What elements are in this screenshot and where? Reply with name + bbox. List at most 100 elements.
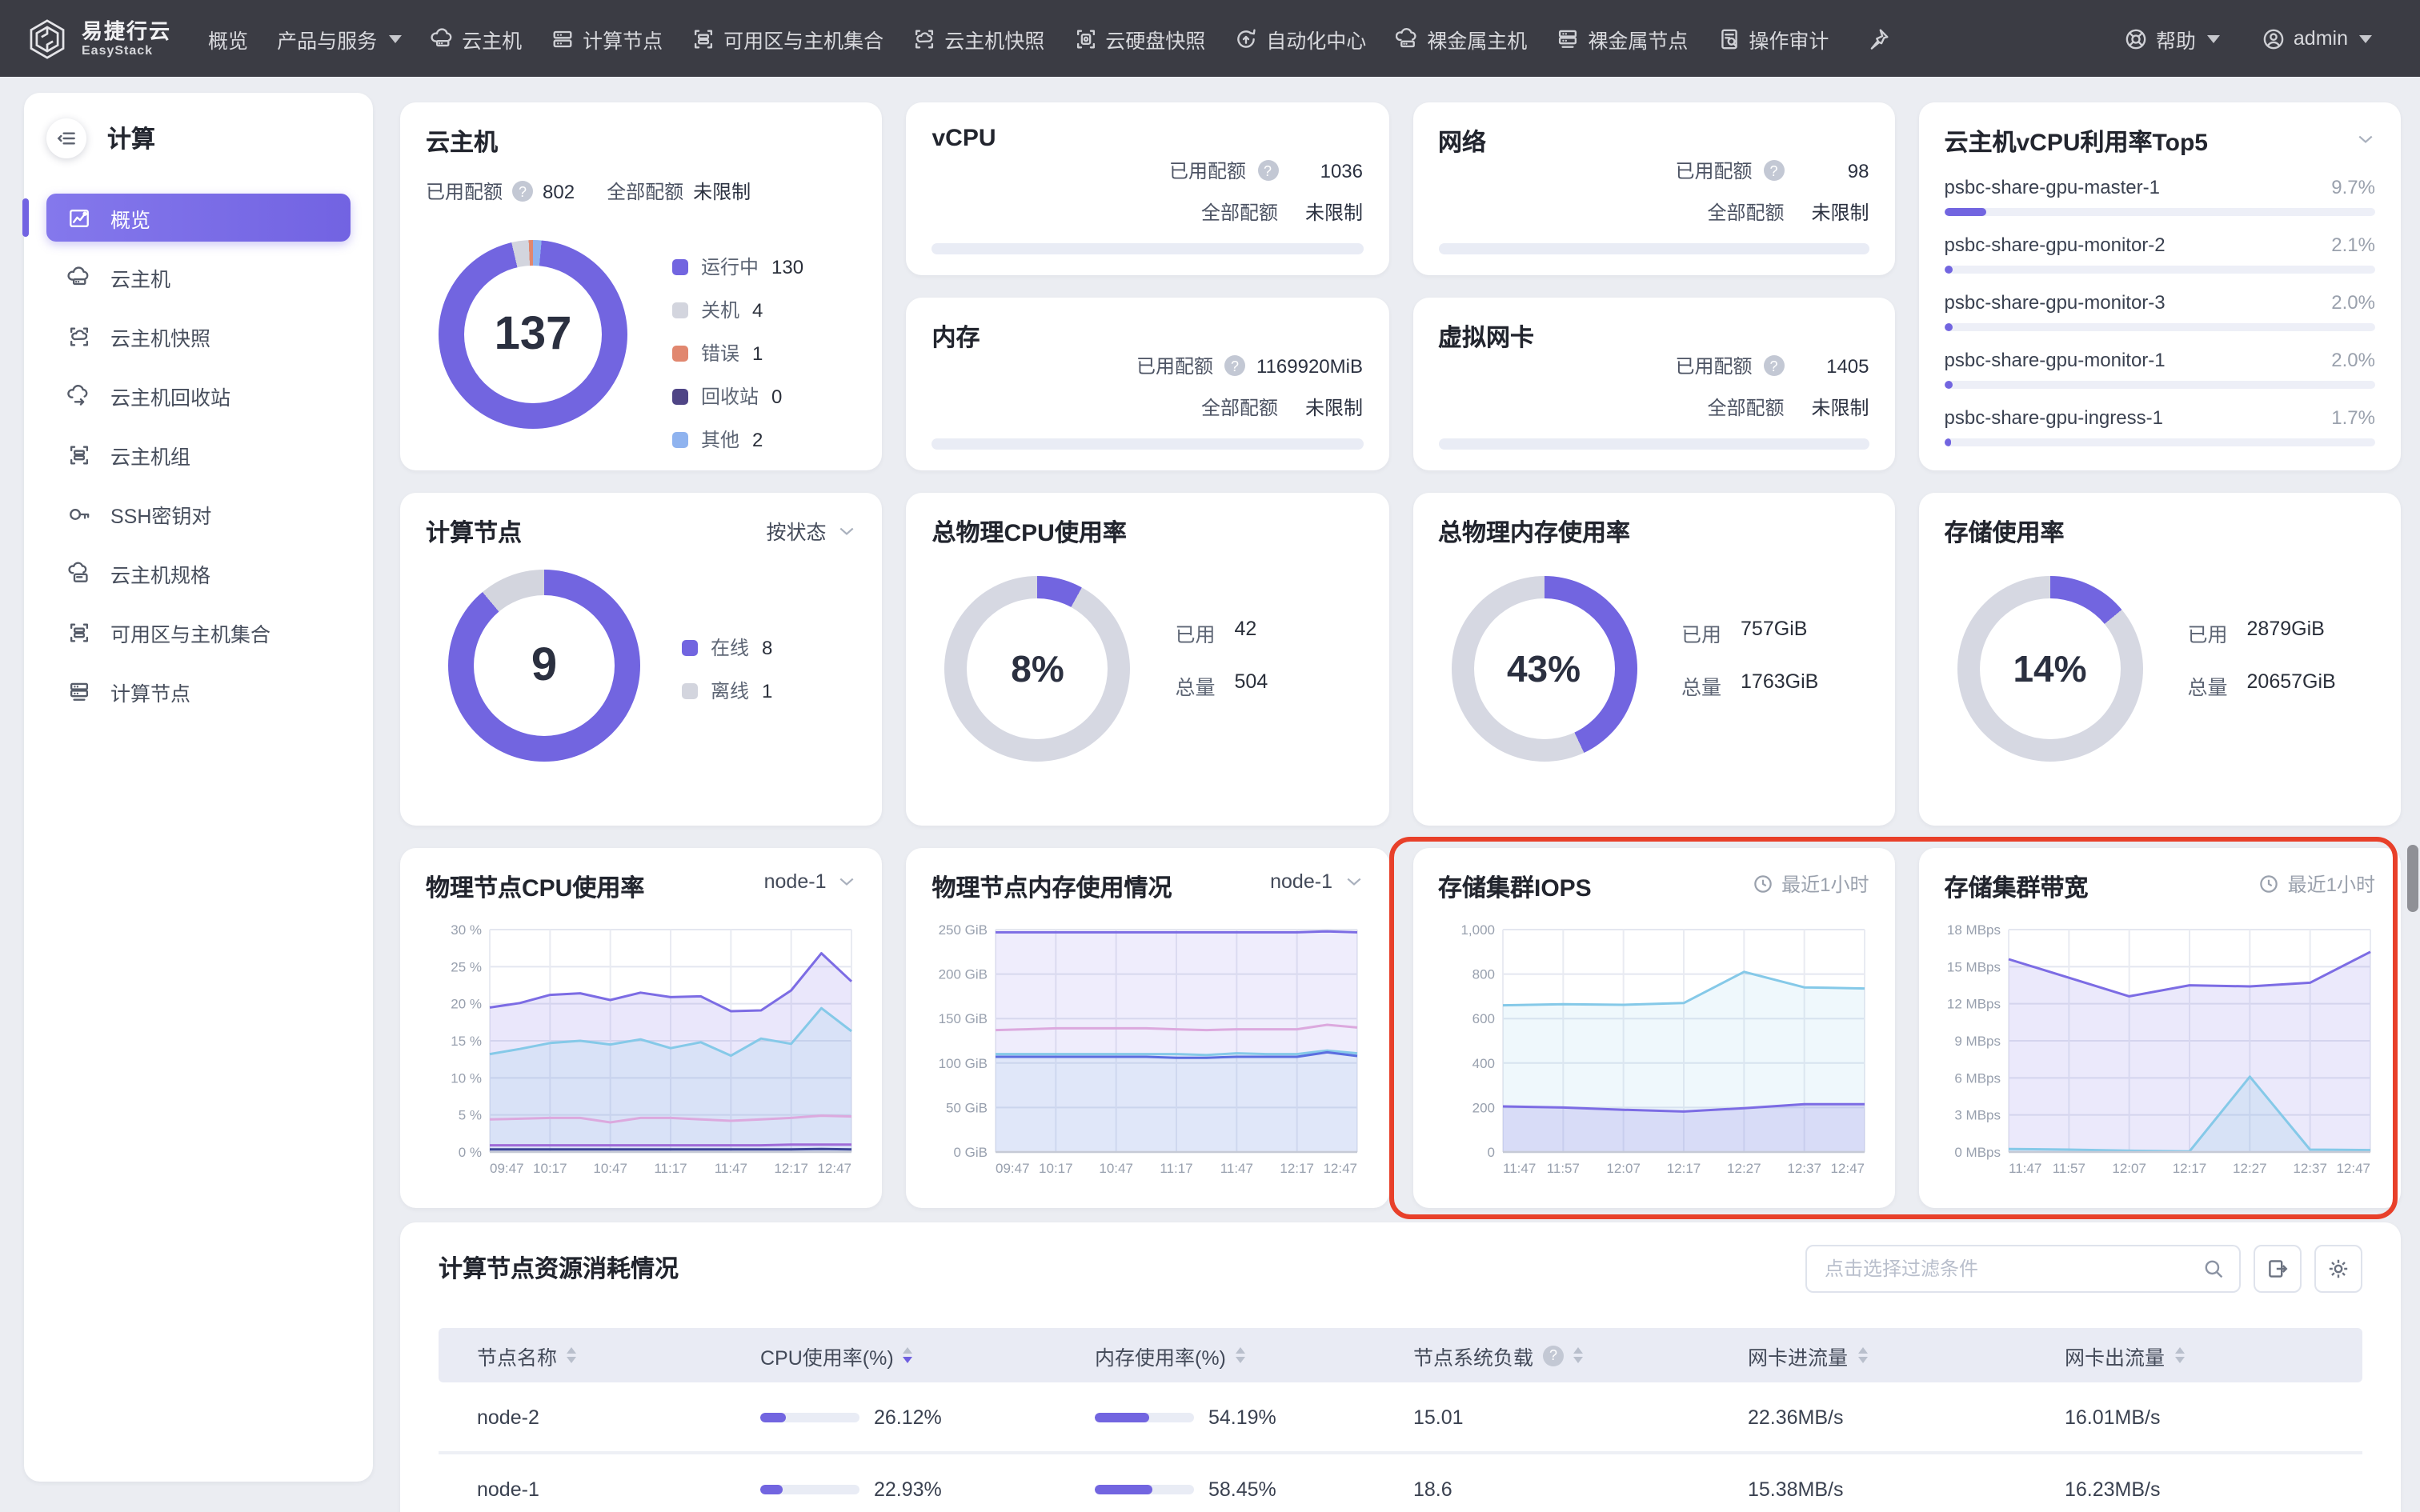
- sidebar-collapse-button[interactable]: [46, 118, 86, 158]
- ssh-key-icon: [67, 502, 91, 526]
- svg-text:11:17: 11:17: [654, 1161, 687, 1176]
- storage-usage-gauge-card: 存储使用率 14% 已用 2879GiB 总量 20657GiB: [1918, 493, 2401, 826]
- question-icon[interactable]: ?: [1763, 160, 1785, 181]
- table-header-1[interactable]: CPU使用率(%): [760, 1340, 1095, 1370]
- svg-text:10:17: 10:17: [1040, 1161, 1074, 1176]
- recycle-icon: [67, 383, 91, 407]
- vm-card-title: 云主机: [426, 130, 499, 157]
- nav-item-10[interactable]: 操作审计: [1702, 0, 1843, 77]
- nav-item-3[interactable]: 计算节点: [536, 0, 677, 77]
- sort-icon[interactable]: [1573, 1347, 1584, 1363]
- storage-bandwidth-chart-card: 存储集群带宽 最近1小时 0 MBps 3 MBps 6 MBps 9 MBps 12 …: [1918, 848, 2401, 1208]
- nav-item-7[interactable]: 自动化中心: [1220, 0, 1380, 77]
- filter-search-input[interactable]: [1821, 1256, 2202, 1282]
- nodes-filter-select[interactable]: 按状态: [766, 515, 856, 546]
- legend-swatch: [672, 345, 688, 361]
- svg-text:600: 600: [1472, 1011, 1494, 1026]
- svg-text:11:47: 11:47: [1220, 1161, 1253, 1176]
- nav-item-1[interactable]: 产品与服务: [262, 0, 415, 77]
- storage-iops-time-range[interactable]: 最近1小时: [1753, 870, 1869, 898]
- svg-text:12:17: 12:17: [774, 1161, 808, 1176]
- quota-row: 云主机 已用配额 ? 802 全部配额 未限制 137 运行中 130 关机 4 错…: [400, 102, 2401, 470]
- table-row: node-1 22.93% 58.45% 18.6 15.38MB/s 16.2…: [439, 1454, 2362, 1512]
- svg-text:12:17: 12:17: [1280, 1161, 1315, 1176]
- node-cpu-node-select[interactable]: node-1: [764, 870, 857, 893]
- nav-help-menu[interactable]: 帮助: [2118, 23, 2226, 54]
- memory-usage-cell: 58.45%: [1095, 1478, 1413, 1500]
- brand-logo[interactable]: 易捷行云 EasyStack: [0, 17, 194, 60]
- table-header-5[interactable]: 网卡出流量: [2065, 1340, 2362, 1370]
- sidebar-item-3[interactable]: 云主机回收站: [46, 371, 351, 419]
- nav-item-8[interactable]: 裸金属主机: [1380, 0, 1541, 77]
- sidebar-item-2[interactable]: 云主机快照: [46, 312, 351, 360]
- nav-item-5[interactable]: 云主机快照: [898, 0, 1059, 77]
- cloud-server-icon: [430, 26, 454, 50]
- sort-icon[interactable]: [2174, 1347, 2185, 1363]
- legend-item: 其他 2: [672, 426, 803, 453]
- top5-usage-bar: [1944, 323, 2375, 331]
- vertical-scrollbar[interactable]: [2407, 845, 2418, 912]
- table-header-3[interactable]: 节点系统负载 ?: [1413, 1340, 1748, 1370]
- nav-item-4[interactable]: 可用区与主机集合: [677, 0, 898, 77]
- sidebar-item-0[interactable]: 概览: [22, 194, 351, 242]
- top5-title: 云主机vCPU利用率Top5: [1944, 130, 2208, 157]
- sidebar-item-5[interactable]: SSH密钥对: [46, 490, 351, 538]
- quota-stack-2: 网络 已用配额? 98 全部配额 未限制 虚拟网卡 已用配额? 1405 全部配额 未限…: [1412, 102, 1895, 470]
- sidebar-item-1[interactable]: 云主机: [46, 253, 351, 301]
- nav-item-0[interactable]: 概览: [208, 30, 249, 52]
- pin-icon[interactable]: [1849, 26, 1905, 50]
- question-icon[interactable]: ?: [1543, 1345, 1565, 1366]
- sidebar-item-6[interactable]: 云主机规格: [46, 549, 351, 597]
- table-settings-button[interactable]: [2314, 1245, 2362, 1293]
- export-button[interactable]: [2254, 1245, 2302, 1293]
- table-header-4[interactable]: 网卡进流量: [1748, 1340, 2065, 1370]
- filter-search-box[interactable]: [1805, 1245, 2241, 1293]
- vnic-quota-bar: [1438, 438, 1869, 450]
- physical-cpu-gauge-donut: 8%: [944, 576, 1131, 762]
- brand-title: 易捷行云: [82, 18, 172, 42]
- legend-swatch: [682, 682, 698, 698]
- network-card-title: 网络: [1438, 130, 1487, 157]
- nav-item-2[interactable]: 云主机: [415, 0, 536, 77]
- snapshot-icon: [912, 26, 936, 50]
- chevron-down-icon[interactable]: [2356, 130, 2375, 149]
- vcpu-card: vCPU 已用配额? 1036 全部配额 未限制: [906, 102, 1388, 275]
- nav-item-6[interactable]: 云硬盘快照: [1059, 0, 1220, 77]
- node-memory-node-select[interactable]: node-1: [1270, 870, 1363, 893]
- sort-icon[interactable]: [567, 1347, 577, 1363]
- question-icon[interactable]: ?: [1224, 355, 1245, 376]
- sidebar-item-8[interactable]: 计算节点: [46, 667, 351, 715]
- svg-text:25 %: 25 %: [451, 959, 482, 974]
- question-icon[interactable]: ?: [512, 181, 534, 202]
- net-out-cell: 16.01MB/s: [2065, 1406, 2161, 1428]
- svg-text:3 MBps: 3 MBps: [1954, 1108, 2001, 1123]
- sidebar-item-7[interactable]: 可用区与主机集合: [46, 608, 351, 656]
- question-icon[interactable]: ?: [1257, 160, 1278, 181]
- search-icon[interactable]: [2202, 1258, 2225, 1280]
- sort-icon[interactable]: [1235, 1347, 1245, 1363]
- table-header: 节点名称 CPU使用率(%) 内存使用率(%) 节点系统负载 ? 网卡进流量 网…: [439, 1328, 2362, 1382]
- svg-text:1,000: 1,000: [1460, 922, 1494, 938]
- chevron-down-icon: [838, 872, 857, 891]
- svg-text:15 %: 15 %: [451, 1034, 482, 1049]
- table-header-2[interactable]: 内存使用率(%): [1095, 1340, 1413, 1370]
- nav-account-menu[interactable]: admin: [2255, 26, 2378, 50]
- sidebar-item-4[interactable]: 云主机组: [46, 430, 351, 478]
- sort-icon[interactable]: [903, 1347, 913, 1363]
- caret-down-icon: [2206, 34, 2220, 42]
- table-header-0[interactable]: 节点名称: [439, 1340, 760, 1370]
- vm-status-donut: 137: [439, 240, 627, 429]
- node-cpu-chart-title: 物理节点CPU使用率: [426, 875, 645, 902]
- nav-item-9[interactable]: 裸金属节点: [1541, 0, 1702, 77]
- svg-text:10 %: 10 %: [451, 1070, 482, 1086]
- storage-bandwidth-time-range[interactable]: 最近1小时: [2259, 870, 2375, 898]
- overview-icon: [67, 206, 91, 230]
- cpu-usage-cell: 22.93%: [760, 1478, 1095, 1500]
- vm-quota-line: 已用配额 ? 802 全部配额 未限制: [426, 180, 751, 203]
- question-icon[interactable]: ?: [1763, 355, 1785, 376]
- storage-bandwidth-chart: 0 MBps 3 MBps 6 MBps 9 MBps 12 MBps 15 MBps 18…: [1946, 922, 2371, 1176]
- sort-icon[interactable]: [1857, 1347, 1868, 1363]
- baremetal-node-icon: [67, 679, 91, 703]
- top5-usage-bar: [1944, 208, 2375, 216]
- sidebar-title: 计算: [107, 126, 156, 154]
